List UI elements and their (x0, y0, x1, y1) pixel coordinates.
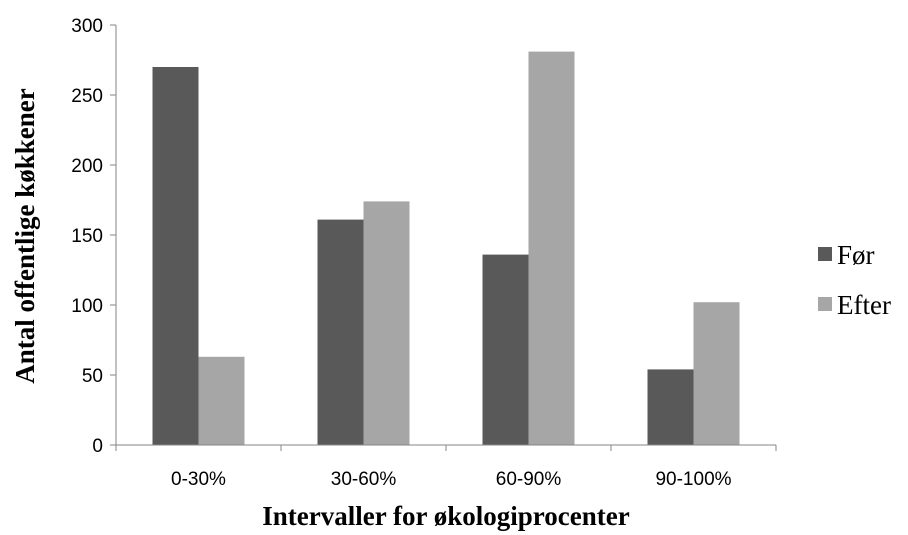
x-axis-title: Intervaller for økologiprocenter (262, 501, 629, 531)
y-tick-label: 100 (71, 296, 103, 317)
bars-layer (152, 51, 740, 445)
x-category-label: 0-30% (171, 469, 226, 490)
y-tick-label: 200 (71, 156, 103, 177)
bar-foer-1 (317, 219, 364, 445)
y-tick-label: 150 (71, 226, 103, 247)
legend-label-foer: Før (837, 240, 875, 270)
bar-efter-0 (198, 356, 245, 445)
y-tick-label: 50 (82, 366, 103, 387)
x-category-label: 30-60% (331, 469, 397, 490)
y-tick-label: 250 (71, 86, 103, 107)
bar-efter-2 (528, 51, 575, 445)
legend-swatch-efter (818, 297, 832, 311)
bar-foer-3 (647, 369, 694, 445)
legend: Før Efter (818, 240, 891, 320)
bar-efter-1 (363, 201, 410, 445)
x-category-label: 60-90% (496, 469, 562, 490)
y-axis-title: Antal offentlige køkkener (10, 88, 40, 384)
y-tick-label: 0 (92, 436, 103, 457)
bar-foer-0 (152, 67, 199, 445)
legend-swatch-foer (818, 247, 832, 261)
legend-label-efter: Efter (837, 290, 891, 320)
bar-foer-2 (482, 254, 529, 445)
y-ticks-layer: 0 50 100 150 200 250 300 (71, 16, 116, 457)
bar-efter-3 (693, 302, 740, 445)
y-tick-label: 300 (71, 16, 103, 37)
x-category-label: 90-100% (655, 469, 731, 490)
x-ticks-layer: 0-30% 30-60% 60-90% 90-100% (115, 445, 777, 490)
